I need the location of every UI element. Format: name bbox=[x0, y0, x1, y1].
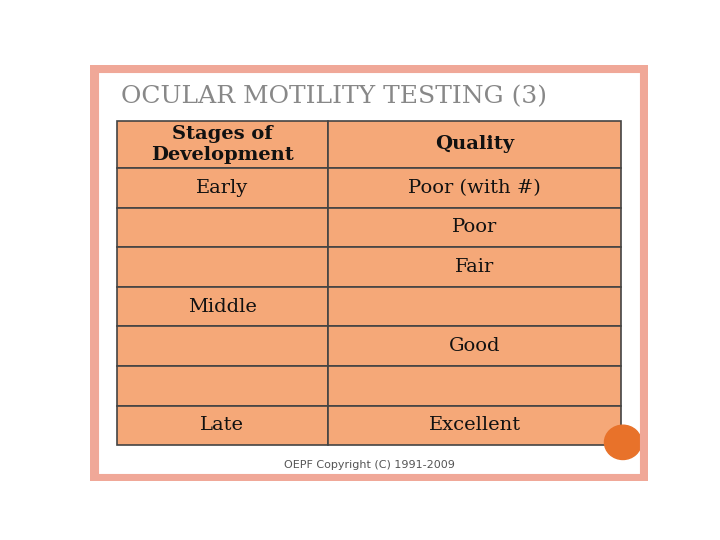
Bar bbox=[328, 326, 621, 366]
Text: Quality: Quality bbox=[435, 136, 514, 153]
Bar bbox=[117, 326, 328, 366]
Bar bbox=[117, 168, 328, 207]
Bar bbox=[328, 247, 621, 287]
Bar bbox=[328, 168, 621, 207]
Text: Middle: Middle bbox=[188, 298, 257, 315]
Bar bbox=[328, 287, 621, 326]
Text: Early: Early bbox=[197, 179, 248, 197]
Bar bbox=[117, 366, 328, 406]
Bar bbox=[117, 121, 328, 168]
Bar bbox=[117, 247, 328, 287]
Text: Stages of
Development: Stages of Development bbox=[151, 125, 294, 164]
Bar bbox=[117, 287, 328, 326]
Bar bbox=[117, 406, 328, 446]
Bar bbox=[117, 207, 328, 247]
Bar bbox=[328, 366, 621, 406]
Bar bbox=[328, 207, 621, 247]
Text: Late: Late bbox=[200, 416, 244, 435]
Bar bbox=[328, 121, 621, 168]
Text: Poor: Poor bbox=[452, 218, 498, 237]
Text: Poor (with #): Poor (with #) bbox=[408, 179, 541, 197]
Text: OCULAR MOTILITY TESTING (3): OCULAR MOTILITY TESTING (3) bbox=[121, 85, 546, 109]
Text: Good: Good bbox=[449, 337, 500, 355]
Text: Fair: Fair bbox=[455, 258, 494, 276]
Bar bbox=[328, 406, 621, 446]
Text: Excellent: Excellent bbox=[428, 416, 521, 435]
Text: OEPF Copyright (C) 1991-2009: OEPF Copyright (C) 1991-2009 bbox=[284, 460, 454, 470]
Ellipse shape bbox=[605, 425, 642, 460]
